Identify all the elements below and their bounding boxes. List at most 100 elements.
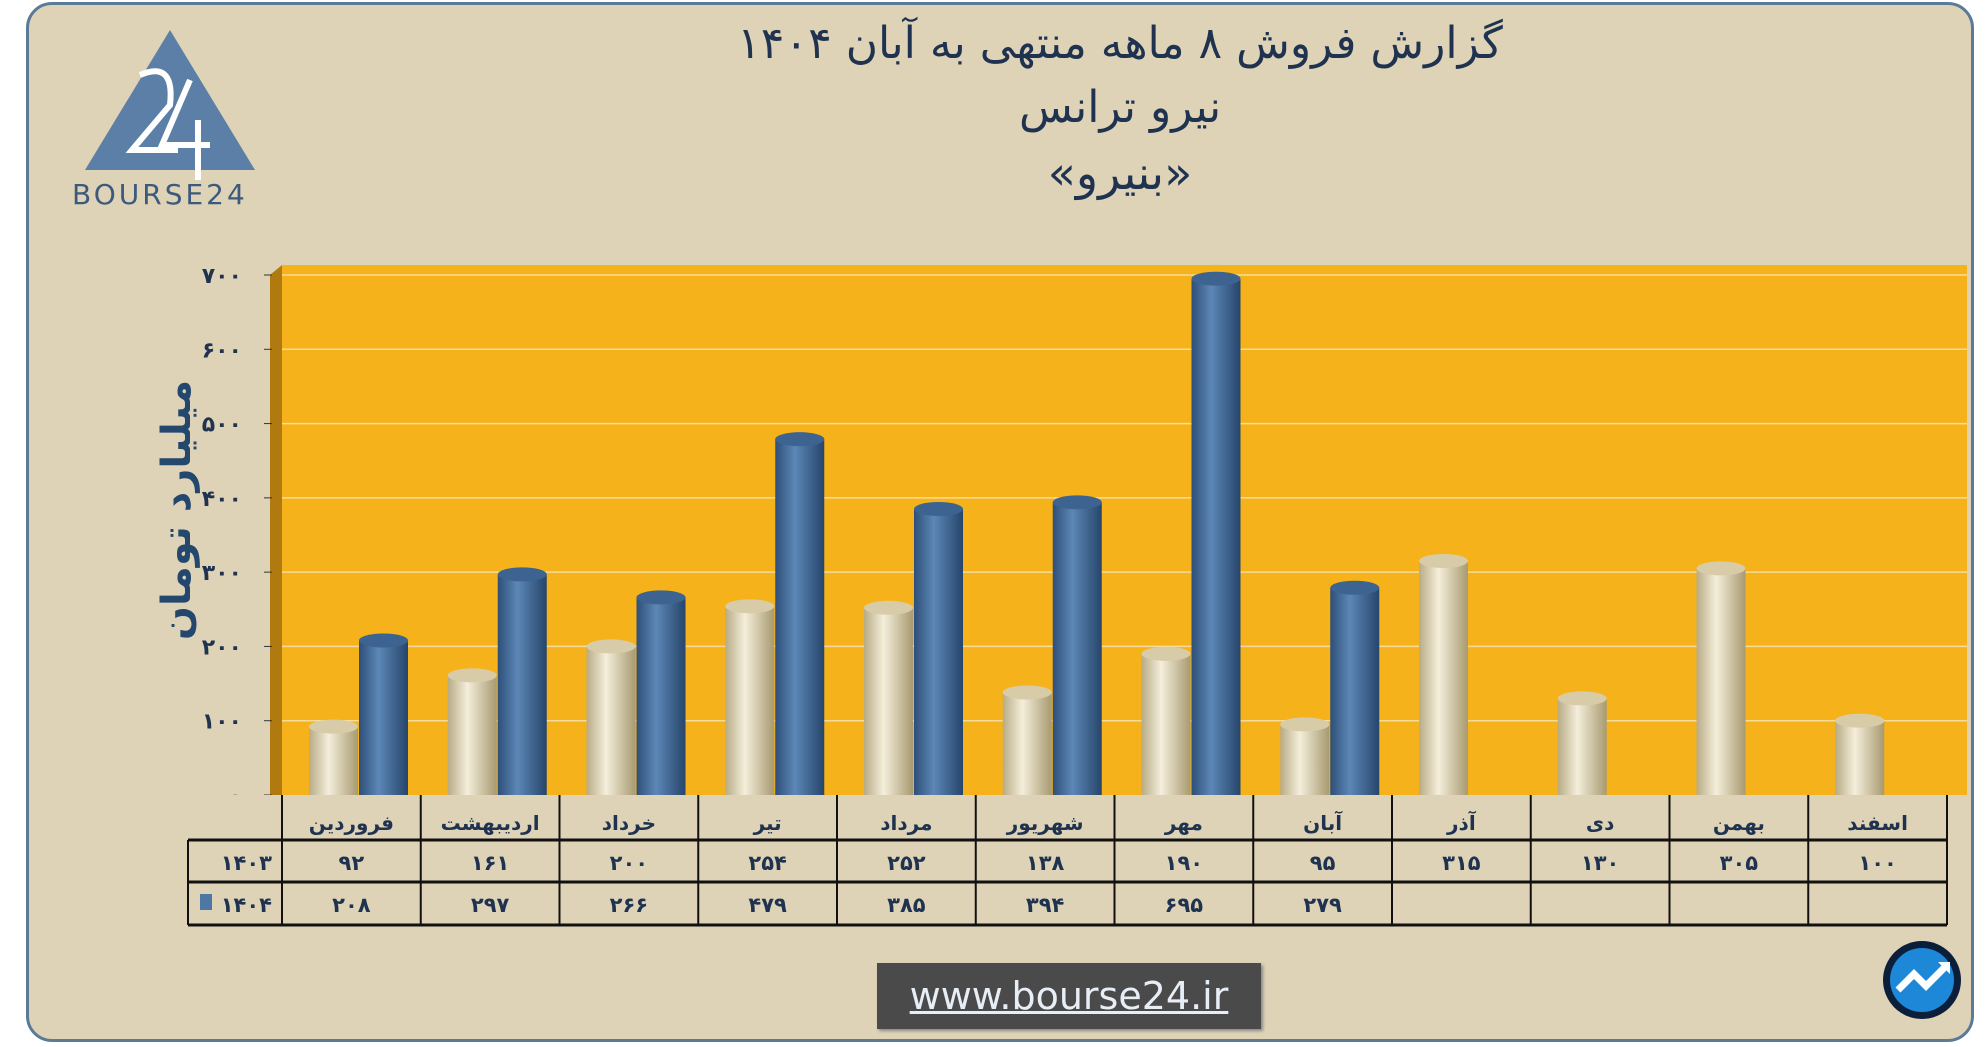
- bar-1403: [864, 600, 913, 801]
- bar-1403: [725, 599, 775, 801]
- category-label: خرداد: [602, 811, 656, 835]
- data-cell: ۳۰۵: [1720, 851, 1759, 875]
- data-cell: ۲۵۲: [887, 851, 926, 875]
- bar-top: [586, 639, 636, 654]
- category-label: بهمن: [1713, 811, 1765, 835]
- data-cell: ۱۳۸: [1026, 851, 1065, 875]
- bar-top: [1191, 271, 1241, 286]
- bar-top: [447, 668, 497, 683]
- bar-top: [359, 633, 408, 648]
- data-cell: ۹۵: [1310, 851, 1336, 875]
- bar-1403: [309, 719, 358, 801]
- bar-body: [1052, 502, 1102, 795]
- data-cell: ۲۹۷: [471, 893, 510, 917]
- category-label: تیر: [753, 811, 782, 835]
- bar-top: [1141, 646, 1191, 661]
- bar-1404: [636, 590, 686, 801]
- category-label: شهریور: [1006, 811, 1084, 835]
- category-label: اسفند: [1847, 811, 1908, 835]
- y-tick-label: ۷۰۰: [202, 264, 242, 289]
- bar-1403: [1696, 561, 1746, 801]
- data-cell: ۲۰۰: [610, 851, 648, 875]
- bar-body: [1835, 720, 1885, 795]
- data-cell: ۴۷۹: [748, 893, 787, 917]
- website-link[interactable]: www.bourse24.ir: [877, 963, 1261, 1029]
- bar-top: [1280, 717, 1330, 732]
- chart-title: گزارش فروش ۸ ماهه منتهی به آبان ۱۴۰۴: [737, 18, 1503, 69]
- data-cell: ۲۵۴: [748, 851, 787, 875]
- y-tick-label: ۶۰۰: [202, 338, 242, 363]
- data-cell: ۱۹۰: [1165, 851, 1203, 875]
- y-tick-label: ۵۰۰: [202, 413, 242, 438]
- y-tick-label: ۲۰۰: [202, 635, 242, 660]
- bar-body: [586, 646, 636, 795]
- bar-1404: [497, 567, 547, 801]
- data-table: فروردین اردیبهشت خرداد تیر مرداد شهریور مهر آبا…: [187, 795, 1948, 927]
- trend-logo-icon: [1883, 941, 1961, 1019]
- bar-top: [309, 719, 358, 734]
- data-cell: ۱۰۰: [1858, 851, 1896, 875]
- bar-body: [1002, 692, 1052, 795]
- data-cell: ۳۹۴: [1026, 893, 1065, 917]
- bar-top: [1835, 713, 1885, 728]
- bar-body: [359, 640, 408, 795]
- series-name: ۱۴۰۴: [221, 893, 272, 917]
- bar-top: [1696, 561, 1746, 576]
- bar-body: [1280, 724, 1330, 795]
- bar-body: [1191, 278, 1241, 795]
- legend-swatch-1404: [200, 894, 212, 910]
- y-axis-title: میلیارد تومان: [154, 380, 200, 640]
- data-cell: ۲۰۸: [332, 893, 371, 917]
- bar-1403: [1002, 685, 1052, 801]
- data-cell: ۲۷۹: [1303, 893, 1342, 917]
- bar-body: [636, 597, 686, 795]
- bar-body: [775, 439, 825, 795]
- bar-body: [309, 726, 358, 795]
- bar-body: [447, 675, 497, 795]
- category-label: فروردین: [309, 811, 394, 835]
- bar-1404: [914, 502, 963, 801]
- plot-side-wall: [270, 265, 282, 803]
- bar-top: [914, 502, 963, 516]
- data-cell: ۶۹۵: [1165, 893, 1204, 917]
- bar-body: [914, 509, 963, 795]
- bar-top: [1419, 554, 1468, 568]
- bar-body: [1419, 561, 1468, 795]
- bar-1404: [1052, 495, 1102, 801]
- category-label: آذر: [1446, 810, 1477, 835]
- category-label: دی: [1586, 811, 1615, 835]
- bar-1404: [1330, 580, 1380, 801]
- bar-1403: [1835, 713, 1885, 801]
- company-name: نیرو ترانس: [1018, 82, 1222, 133]
- bar-body: [1557, 698, 1607, 795]
- data-cell: ۹۲: [339, 851, 365, 875]
- bar-top: [1052, 495, 1102, 510]
- data-cell: ۲۶۶: [610, 893, 648, 917]
- bar-body: [1141, 653, 1191, 795]
- bar-1403: [586, 639, 636, 801]
- data-cell: ۱۳۰: [1581, 851, 1619, 875]
- table-bg: [188, 795, 1947, 925]
- bar-1404: [1191, 271, 1241, 801]
- bar-top: [725, 599, 775, 614]
- bar-body: [1696, 568, 1746, 795]
- data-cell: ۳۱۵: [1442, 851, 1481, 875]
- bar-body: [497, 574, 547, 795]
- bar-top: [497, 567, 547, 582]
- bar-body: [864, 607, 913, 795]
- bar-1404: [359, 633, 408, 801]
- bar-body: [1330, 587, 1380, 795]
- bar-top: [864, 600, 913, 615]
- bar-top: [1002, 685, 1052, 700]
- category-label: مرداد: [880, 811, 932, 835]
- y-tick-label: ۱۰۰: [202, 710, 242, 735]
- y-tick-label: ۳۰۰: [202, 561, 242, 586]
- bar-1403: [1280, 717, 1330, 801]
- bar-1403: [1419, 554, 1468, 801]
- y-tick-label: ۴۰۰: [202, 487, 242, 512]
- bar-top: [1330, 580, 1380, 595]
- bar-body: [725, 606, 775, 795]
- bar-top: [775, 432, 825, 447]
- series-name: ۱۴۰۳: [221, 851, 272, 875]
